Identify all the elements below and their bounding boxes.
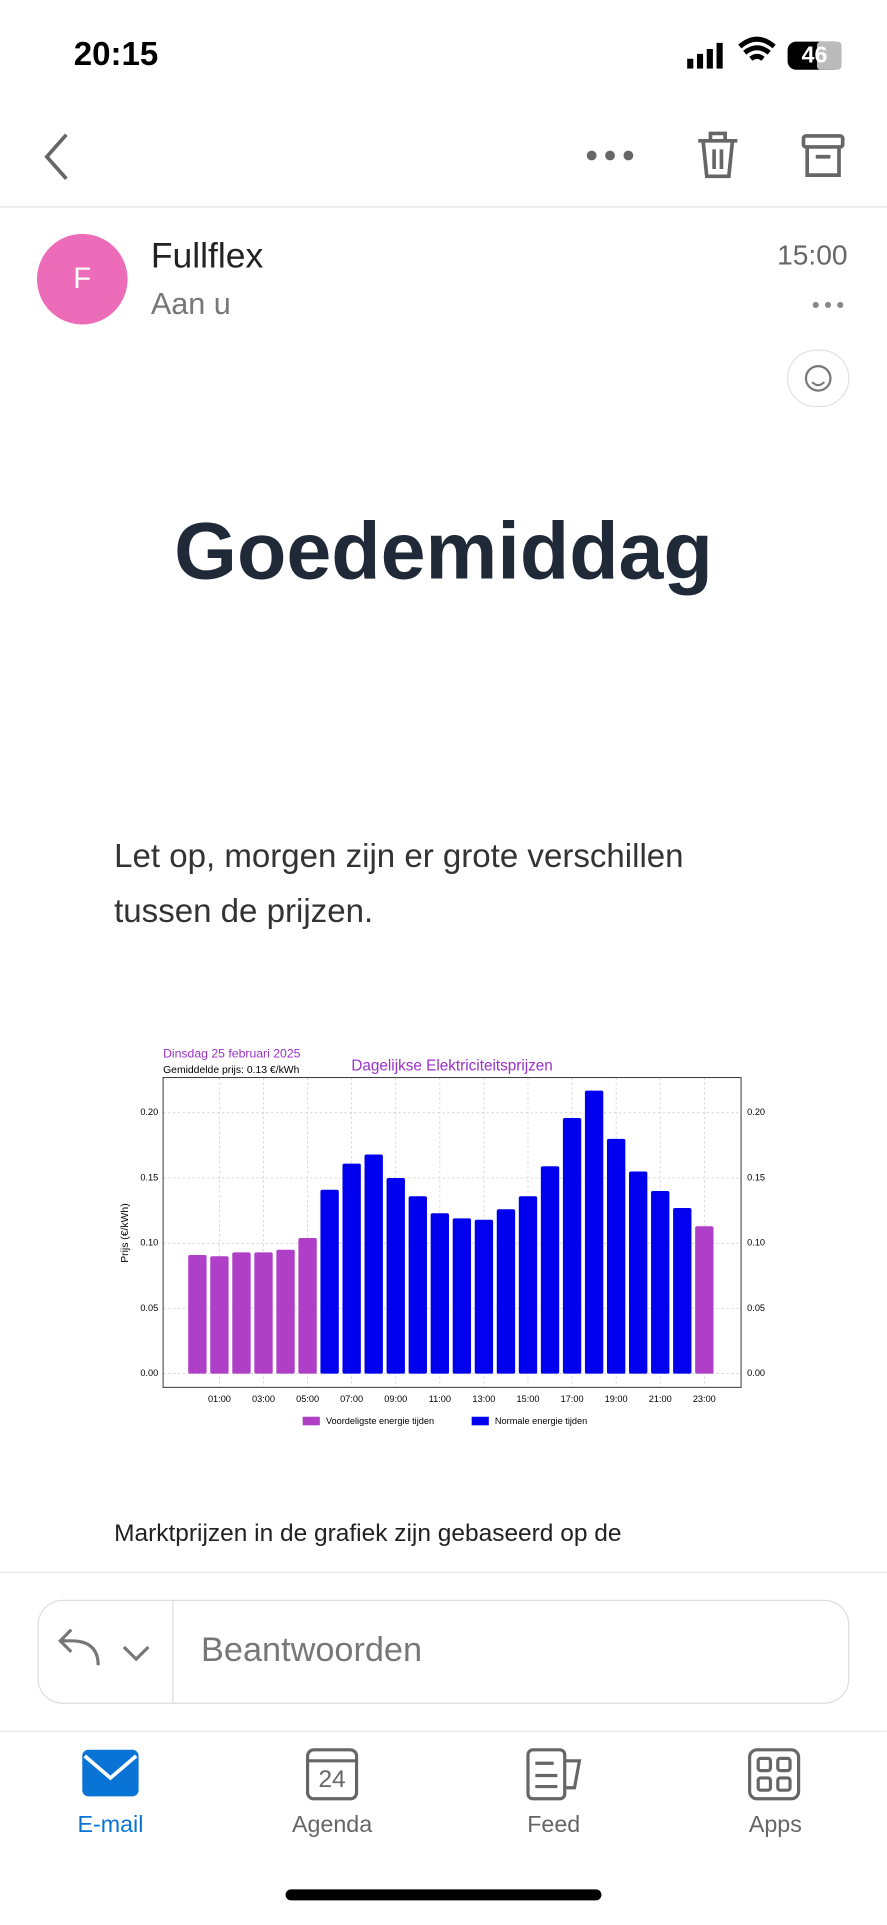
bar <box>408 1196 427 1374</box>
bar <box>452 1218 472 1374</box>
x-tick-label: 17:00 <box>561 1394 584 1404</box>
reply-box[interactable] <box>37 1599 850 1704</box>
x-tick-label: 21:00 <box>649 1394 672 1404</box>
x-tick-label: 23:00 <box>693 1394 716 1404</box>
tab-agenda[interactable] <box>305 1748 359 1801</box>
battery-level: 46 <box>802 41 828 67</box>
y-tick-label: 0.10 <box>140 1238 158 1248</box>
home-indicator <box>285 1889 602 1901</box>
bar <box>496 1209 516 1374</box>
legend-label: Voordeligste energie tijden <box>326 1416 434 1426</box>
bar <box>540 1166 560 1374</box>
tab-email[interactable] <box>82 1749 139 1797</box>
emoji-smile <box>811 381 826 387</box>
greeting: Goedemiddag <box>174 506 713 596</box>
bar <box>342 1163 361 1374</box>
bar <box>474 1219 494 1374</box>
more-button[interactable] <box>586 150 634 161</box>
legend-swatch <box>302 1416 320 1426</box>
bar <box>276 1249 295 1374</box>
reply-options[interactable] <box>57 1628 150 1666</box>
calendar-day: 24 <box>318 1766 345 1793</box>
bar <box>298 1237 317 1374</box>
tab-label[interactable]: Apps <box>749 1811 802 1837</box>
sender-name[interactable]: Fullflex <box>151 236 264 276</box>
body-text: tussen de prijzen. <box>114 893 373 930</box>
bar <box>386 1177 405 1374</box>
x-tick-label: 15:00 <box>517 1394 540 1404</box>
bar <box>606 1138 626 1374</box>
archive-button[interactable] <box>801 134 845 177</box>
bar <box>673 1207 692 1374</box>
y-tick-label: 0.00 <box>140 1368 158 1378</box>
x-tick-label: 19:00 <box>605 1394 628 1404</box>
message-more[interactable] <box>812 301 844 308</box>
avatar-initial: F <box>73 262 91 295</box>
y2-tick-label: 0.05 <box>747 1303 765 1313</box>
x-tick-label: 13:00 <box>472 1394 495 1404</box>
bar <box>232 1252 251 1374</box>
bar <box>320 1189 339 1374</box>
bar <box>651 1191 670 1374</box>
body-text: Let op, morgen zijn er grote verschillen <box>114 838 683 875</box>
y2-tick-label: 0.10 <box>747 1238 765 1248</box>
x-tick-label: 05:00 <box>296 1394 319 1404</box>
bar <box>210 1256 229 1374</box>
x-tick-label: 07:00 <box>340 1394 363 1404</box>
avatar <box>36 233 128 325</box>
legend-label: Normale energie tijden <box>495 1416 587 1426</box>
tab-label[interactable]: Feed <box>527 1811 580 1837</box>
sent-time: 15:00 <box>777 240 847 271</box>
chart: Dinsdag 25 februari 2025 Gemiddelde prijs… <box>120 1044 782 1432</box>
bar <box>430 1213 450 1374</box>
plot-frame <box>162 1077 742 1388</box>
chart-title: Dagelijkse Elektriciteitsprijzen <box>351 1058 552 1075</box>
bar <box>364 1154 383 1374</box>
legend-swatch <box>471 1416 489 1426</box>
y2-tick-label: 0.00 <box>747 1368 765 1378</box>
emoji-icon <box>804 365 832 392</box>
y2-tick-label: 0.20 <box>747 1107 765 1117</box>
bar <box>254 1252 273 1374</box>
tab-label[interactable]: Agenda <box>292 1811 372 1837</box>
bar <box>518 1196 538 1374</box>
y-tick-label: 0.20 <box>140 1107 158 1117</box>
recipient: Aan u <box>151 287 231 321</box>
x-tick-label: 01:00 <box>208 1394 231 1404</box>
back-button[interactable] <box>44 133 68 180</box>
signal-icon <box>687 42 723 69</box>
x-tick-label: 09:00 <box>384 1394 407 1404</box>
delete-button[interactable] <box>698 131 738 179</box>
y-tick-label: 0.05 <box>140 1303 158 1313</box>
react-button[interactable] <box>786 349 850 408</box>
reply-placeholder[interactable]: Beantwoorden <box>201 1631 422 1669</box>
body-text: Marktprijzen in de grafiek zijn gebaseer… <box>114 1520 621 1547</box>
y-axis-label: Prijs (€/kWh) <box>120 1203 131 1262</box>
x-tick-label: 03:00 <box>252 1394 275 1404</box>
bar <box>629 1171 648 1374</box>
bar <box>188 1254 207 1374</box>
bar <box>562 1117 582 1374</box>
y2-tick-label: 0.15 <box>747 1172 765 1182</box>
wifi-icon <box>738 36 776 61</box>
x-tick-label: 11:00 <box>429 1394 451 1404</box>
tab-label[interactable]: E-mail <box>77 1811 143 1837</box>
chart-date: Dinsdag 25 februari 2025 <box>163 1047 301 1061</box>
y-tick-label: 0.15 <box>140 1172 158 1182</box>
battery-empty <box>816 41 842 70</box>
tab-feed[interactable] <box>526 1748 582 1801</box>
bar <box>584 1090 604 1374</box>
chart-subtitle: Gemiddelde prijs: 0.13 €/kWh <box>163 1065 300 1076</box>
tab-apps[interactable] <box>748 1748 801 1801</box>
status-time: 20:15 <box>74 36 159 73</box>
bar <box>695 1226 714 1374</box>
